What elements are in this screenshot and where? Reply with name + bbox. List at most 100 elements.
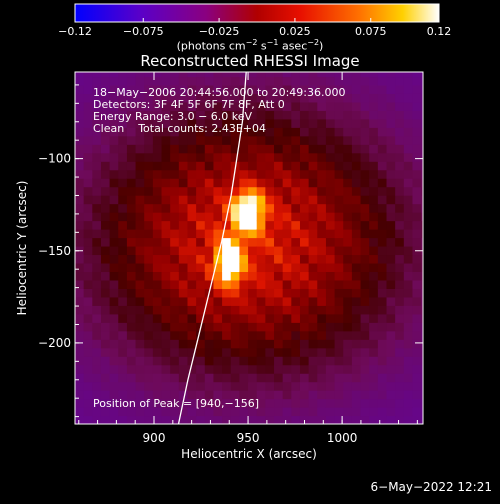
heatmap-cell	[334, 296, 344, 306]
heatmap-cell	[377, 305, 388, 315]
heatmap-cell	[196, 271, 206, 281]
heatmap-cell	[152, 212, 163, 222]
heatmap-cell	[343, 271, 353, 281]
colorbar-tick-label: 0.12	[427, 25, 452, 38]
heatmap-cell	[161, 407, 171, 417]
heatmap-cell	[170, 339, 180, 349]
heatmap-cell	[75, 330, 85, 340]
heatmap-cell	[239, 271, 249, 281]
heatmap-cell	[377, 144, 388, 154]
heatmap-cell	[377, 364, 388, 374]
heatmap-cell	[248, 288, 258, 298]
heatmap-cell	[92, 101, 102, 111]
heatmap-cell	[100, 195, 111, 205]
heatmap-cell	[386, 84, 396, 94]
heatmap-cell	[109, 101, 119, 111]
heatmap-cell	[161, 245, 171, 256]
heatmap-cell	[126, 313, 137, 323]
heatmap-cell	[299, 220, 310, 230]
heatmap-cell	[334, 144, 344, 154]
heatmap-cell	[265, 152, 275, 162]
heatmap-cell	[204, 144, 215, 154]
heatmap-cell	[187, 305, 197, 315]
heatmap-cell	[144, 144, 154, 154]
heatmap-cell	[299, 161, 310, 171]
heatmap-cell	[256, 330, 266, 340]
heatmap-cell	[213, 279, 223, 289]
heatmap-cell	[412, 407, 422, 417]
heatmap-cell	[351, 169, 362, 179]
heatmap-cell	[248, 254, 258, 264]
heatmap-cell	[317, 279, 327, 289]
heatmap-cell	[213, 381, 223, 391]
heatmap-cell	[170, 186, 180, 196]
heatmap-cell	[343, 415, 353, 424]
heatmap-cell	[109, 313, 119, 323]
heatmap-cell	[256, 339, 266, 349]
heatmap-cell	[248, 195, 258, 205]
heatmap-cell	[118, 347, 128, 357]
heatmap-cell	[126, 237, 137, 247]
heatmap-cell	[248, 415, 258, 424]
heatmap-cell	[377, 347, 388, 357]
heatmap-cell	[230, 279, 240, 289]
heatmap-cell	[291, 212, 301, 222]
heatmap-cell	[135, 127, 145, 137]
heatmap-cell	[395, 72, 405, 78]
heatmap-cell	[118, 161, 128, 171]
heatmap-cell	[395, 195, 405, 205]
heatmap-cell	[187, 161, 197, 171]
heatmap-cell	[351, 84, 362, 94]
heatmap-cell	[308, 322, 318, 332]
heatmap-cell	[239, 254, 249, 264]
heatmap-cell	[126, 254, 137, 264]
heatmap-cell	[75, 313, 85, 323]
heatmap-cell	[135, 271, 145, 281]
heatmap-cell	[92, 220, 102, 230]
heatmap-cell	[109, 135, 119, 145]
heatmap-cell	[135, 152, 145, 162]
heatmap-cell	[395, 415, 405, 424]
heatmap-cell	[178, 144, 189, 154]
heatmap-cell	[196, 262, 206, 273]
heatmap-cell	[360, 203, 370, 213]
heatmap-cell	[248, 271, 258, 281]
heatmap-cell	[75, 93, 85, 103]
heatmap-cell	[83, 254, 93, 264]
heatmap-cell	[118, 364, 128, 374]
heatmap-cell	[135, 93, 145, 103]
heatmap-cell	[213, 212, 223, 222]
heatmap-cell	[325, 347, 336, 357]
heatmap-cell	[144, 279, 154, 289]
heatmap-cell	[274, 313, 284, 323]
heatmap-cell	[100, 322, 111, 332]
heatmap-cell	[170, 203, 180, 213]
heatmap-cell	[230, 135, 240, 145]
heatmap-cell	[343, 356, 353, 366]
heatmap-cell	[118, 271, 128, 281]
heatmap-cell	[144, 186, 154, 196]
heatmap-cell	[325, 296, 336, 306]
heatmap-cell	[395, 322, 405, 332]
heatmap-cell	[75, 101, 85, 111]
heatmap-cell	[360, 161, 370, 171]
heatmap-cell	[317, 161, 327, 171]
heatmap-cell	[196, 101, 206, 111]
heatmap-cell	[83, 229, 93, 239]
heatmap-cell	[403, 169, 414, 179]
heatmap-cell	[239, 144, 249, 154]
heatmap-cell	[299, 186, 310, 196]
heatmap-cell	[152, 72, 163, 78]
heatmap-cell	[187, 313, 197, 323]
heatmap-cell	[265, 101, 275, 111]
heatmap-cell	[343, 144, 353, 154]
heatmap-cell	[170, 127, 180, 137]
heatmap-cell	[83, 356, 93, 366]
heatmap-cell	[291, 152, 301, 162]
heatmap-cell	[75, 135, 85, 145]
heatmap-cell	[152, 127, 163, 137]
heatmap-cell	[213, 135, 223, 145]
heatmap-cell	[325, 237, 336, 247]
heatmap-cell	[291, 245, 301, 256]
heatmap-cell	[412, 254, 422, 264]
